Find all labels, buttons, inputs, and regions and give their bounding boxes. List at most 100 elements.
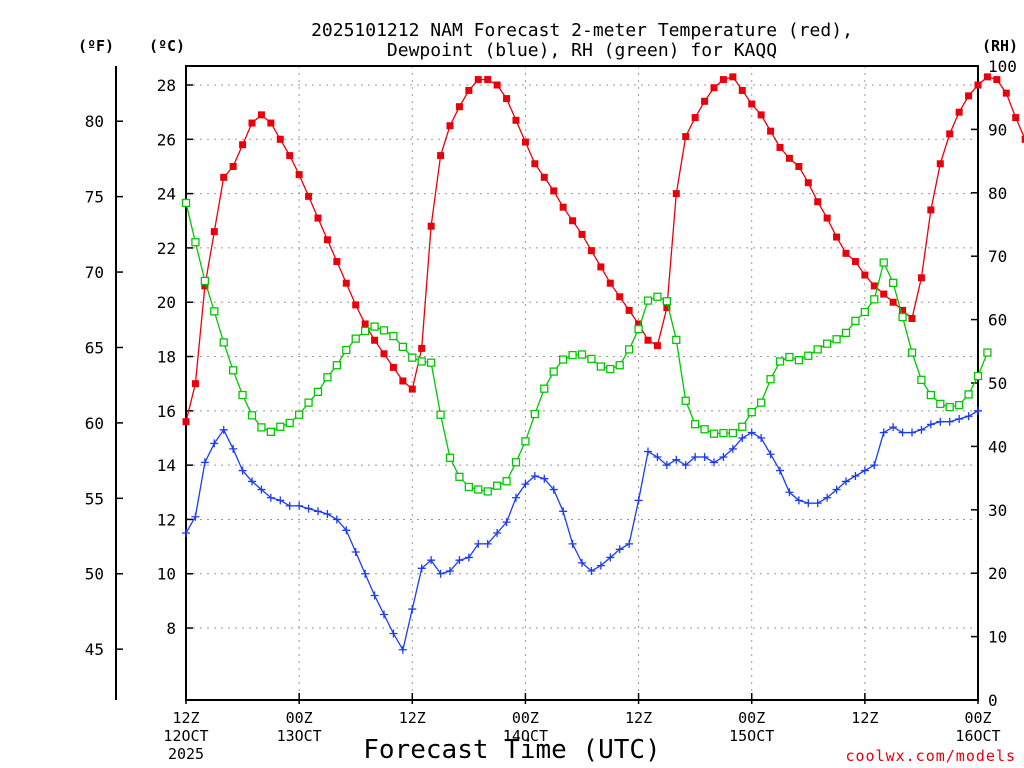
data-point — [643, 296, 653, 305]
c-tick-label: 28 — [157, 76, 176, 95]
time-tick-label: 12Z — [399, 709, 426, 727]
data-point — [285, 418, 294, 428]
data-point — [502, 518, 511, 527]
data-point — [945, 417, 954, 426]
data-point — [974, 406, 982, 415]
data-point — [465, 86, 473, 94]
data-point — [955, 414, 964, 423]
f-tick-label: 80 — [85, 112, 104, 131]
data-point — [794, 496, 803, 505]
data-point — [616, 293, 624, 301]
data-point — [210, 228, 218, 236]
data-point — [267, 119, 275, 127]
data-point — [305, 192, 313, 200]
date-tick-label: 16OCT — [955, 727, 1000, 745]
data-point — [1012, 114, 1020, 122]
data-point — [634, 496, 643, 505]
data-point — [228, 366, 238, 375]
data-point — [606, 553, 615, 562]
data-point — [851, 316, 860, 326]
time-tick-label: 00Z — [964, 709, 991, 727]
data-point — [729, 73, 737, 81]
c-tick-label: 22 — [157, 239, 176, 258]
data-point — [965, 92, 973, 100]
data-point — [266, 427, 276, 436]
data-point — [889, 423, 898, 432]
data-point — [455, 103, 463, 111]
data-point — [389, 629, 398, 638]
data-point — [492, 481, 502, 490]
data-point — [229, 162, 237, 170]
data-point — [521, 138, 529, 146]
f-tick-label: 75 — [85, 188, 104, 207]
data-point — [210, 307, 219, 316]
data-point — [276, 422, 285, 431]
data-point — [257, 485, 266, 494]
f-tick-label: 60 — [85, 414, 104, 433]
data-point — [776, 143, 784, 151]
data-point — [926, 420, 935, 429]
data-point — [512, 493, 520, 502]
data-point — [964, 390, 973, 399]
data-point — [691, 452, 700, 461]
plot-frame — [185, 65, 979, 701]
data-point — [644, 447, 652, 456]
data-point — [285, 501, 294, 510]
data-point — [559, 507, 568, 516]
data-point — [332, 361, 342, 370]
data-point — [757, 111, 765, 119]
data-point — [804, 351, 813, 360]
time-tick-label: 00Z — [512, 709, 539, 727]
date-tick-label: 12OCT — [163, 727, 208, 745]
data-point — [851, 471, 860, 480]
c-tick-label: 26 — [157, 130, 176, 149]
data-point — [851, 257, 859, 265]
data-point — [418, 344, 426, 352]
data-point — [550, 187, 558, 195]
data-point — [333, 257, 341, 265]
data-point — [558, 355, 568, 364]
data-point — [757, 433, 766, 442]
data-point — [408, 605, 417, 614]
data-point — [644, 336, 652, 344]
data-point — [728, 444, 737, 453]
data-point — [427, 556, 436, 565]
celsius-ticks: 8 10 12 14 16 18 20 22 24 26 28 — [157, 76, 193, 638]
data-point — [899, 306, 907, 314]
data-point — [445, 453, 455, 462]
data-point — [870, 295, 879, 304]
rh-tick-label: 40 — [988, 437, 1007, 456]
data-point — [691, 114, 699, 122]
rh-tick-label: 20 — [988, 564, 1007, 583]
series-line — [185, 410, 979, 652]
data-point — [417, 564, 426, 573]
data-point — [747, 428, 756, 437]
data-point — [578, 230, 586, 238]
x-axis-label: Forecast Time (UTC) — [363, 735, 660, 765]
data-point — [559, 203, 567, 211]
data-point — [200, 458, 209, 467]
c-tick-label: 12 — [157, 510, 176, 529]
data-point — [719, 76, 727, 84]
c-tick-label: 20 — [157, 293, 176, 312]
data-point — [814, 198, 822, 206]
data-point — [775, 357, 785, 366]
data-point — [841, 328, 851, 338]
data-point — [823, 214, 831, 222]
data-point — [342, 345, 351, 355]
data-point — [748, 100, 756, 108]
data-point — [719, 452, 728, 461]
data-point — [756, 398, 766, 407]
data-point — [615, 545, 624, 554]
data-point — [813, 499, 822, 508]
data-point — [219, 425, 228, 434]
data-point — [738, 86, 746, 94]
data-point — [531, 160, 539, 168]
data-point — [785, 488, 794, 497]
data-point — [945, 402, 954, 412]
data-point — [946, 130, 954, 138]
time-tick-label: 00Z — [738, 709, 765, 727]
data-point — [804, 499, 813, 508]
data-point — [917, 375, 926, 384]
